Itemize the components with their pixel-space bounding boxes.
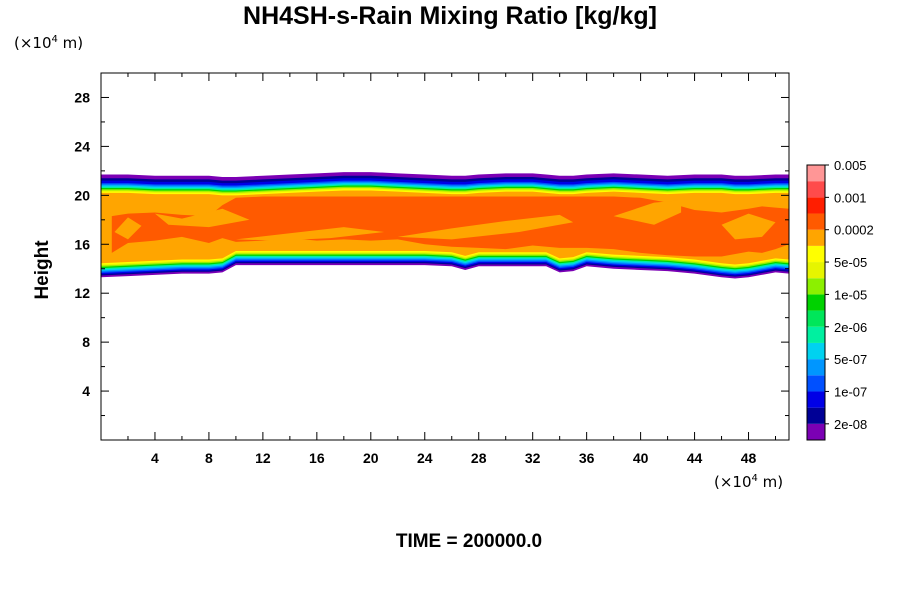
colorbar-label: 2e-08 <box>834 417 867 432</box>
colorbar-swatch <box>807 310 825 327</box>
x-tick-label: 4 <box>151 450 159 466</box>
colorbar-swatch <box>807 197 825 214</box>
intrusion-5 <box>721 213 776 240</box>
y-axis-unit: (×104 m) <box>14 34 84 52</box>
colorbar-label: 5e-05 <box>834 255 867 270</box>
colorbar-swatch <box>807 326 825 343</box>
colorbar-swatch <box>807 262 825 279</box>
colorbar-swatch <box>807 165 825 182</box>
core-region <box>111 196 789 257</box>
x-tick-label: 44 <box>687 450 703 466</box>
y-tick-label: 8 <box>82 334 90 350</box>
x-tick-label: 28 <box>471 450 487 466</box>
x-tick-label: 24 <box>417 450 433 466</box>
plot-frame <box>100 72 790 441</box>
x-tick-label: 20 <box>363 450 379 466</box>
intrusion-6 <box>114 217 142 240</box>
colorbar-swatch <box>807 245 825 263</box>
colorbar-swatch <box>807 342 825 360</box>
x-tick-label: 16 <box>309 450 325 466</box>
x-tick-label: 32 <box>525 450 541 466</box>
y-tick-label: 28 <box>74 89 90 105</box>
colorbar-label: 2e-06 <box>834 320 867 335</box>
colorbar-swatch <box>807 181 825 198</box>
y-tick-label: 20 <box>74 187 90 203</box>
colorbar-frame <box>806 164 826 441</box>
colorbar-swatch <box>807 375 825 392</box>
x-tick-label: 12 <box>255 450 271 466</box>
colorbar-swatch <box>807 278 825 295</box>
intrusion-2 <box>235 227 385 241</box>
colorbar-swatch <box>807 359 825 376</box>
x-tick-label: 8 <box>205 450 213 466</box>
x-tick-label: 40 <box>633 450 649 466</box>
colorbar-label: 1e-07 <box>834 384 867 399</box>
colorbar-label: 5e-07 <box>834 352 867 367</box>
colorbar-swatch <box>807 213 825 230</box>
chart-title: NH4SH-s-Rain Mixing Ratio [kg/kg] <box>243 2 657 30</box>
x-axis-unit: (×104 m) <box>714 473 784 491</box>
y-tick-label: 4 <box>82 383 90 399</box>
x-tick-label: 36 <box>579 450 595 466</box>
intrusion-4 <box>613 200 682 225</box>
colorbar-swatch <box>807 229 825 246</box>
x-tick-label: 48 <box>741 450 757 466</box>
intrusion-3 <box>397 214 574 240</box>
y-tick-label: 24 <box>74 138 90 154</box>
y-tick-label: 12 <box>74 285 90 301</box>
colorbar-label: 0.005 <box>834 158 867 173</box>
colorbar-label: 0.001 <box>834 190 867 205</box>
colorbar-label: 1e-05 <box>834 287 867 302</box>
colorbar-swatch <box>807 391 825 408</box>
time-label: TIME = 200000.0 <box>395 531 543 552</box>
colorbar-label: 0.0002 <box>834 223 874 238</box>
colorbar-swatch <box>807 294 825 311</box>
colorbar-swatch <box>807 423 825 440</box>
y-tick-label: 16 <box>74 236 90 252</box>
intrusion-1 <box>154 208 250 228</box>
colorbar-swatch <box>807 407 825 424</box>
